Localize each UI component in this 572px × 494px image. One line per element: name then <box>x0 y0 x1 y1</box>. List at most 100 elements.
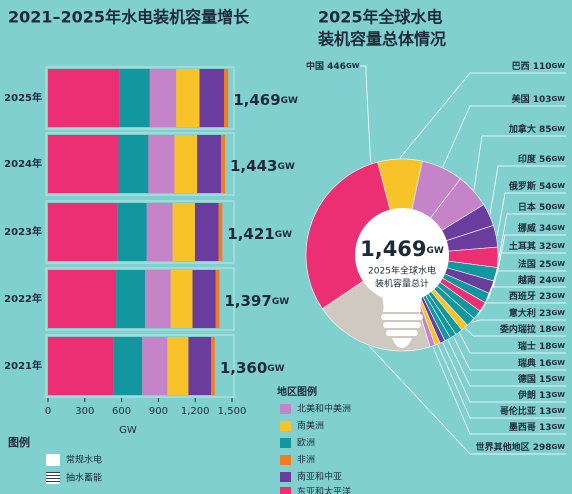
bar-segment <box>48 270 117 328</box>
leader-line <box>459 332 566 354</box>
country-value: 23 <box>539 309 552 319</box>
country-unit: GW <box>552 375 566 383</box>
total-unit: GW <box>267 364 284 374</box>
bar-segment <box>170 270 193 328</box>
bar-segment <box>176 69 200 127</box>
bar-segment <box>192 270 216 328</box>
legend-swatch <box>280 455 291 465</box>
bulb-base <box>386 330 418 336</box>
country-value: 34 <box>539 224 552 234</box>
leader-line <box>360 65 371 163</box>
country-unit: GW <box>346 62 360 70</box>
bulb-tip <box>392 338 412 348</box>
legend-label: 北美和中美洲 <box>297 403 351 415</box>
country-label: 伊朗 13GW <box>517 389 565 401</box>
bar-segment <box>224 69 229 127</box>
bar-segment <box>197 135 222 193</box>
country-unit: GW <box>552 224 566 232</box>
bar-frame <box>45 132 235 196</box>
x-tick-label: 900 <box>149 406 168 417</box>
country-label: 瑞典 16GW <box>518 357 565 369</box>
country-name: 墨西哥 <box>509 422 536 433</box>
country-name: 俄罗斯 <box>508 180 536 192</box>
country-value: 24 <box>539 276 552 286</box>
left-title: 2021–2025年水电装机容量增长 <box>8 8 250 27</box>
total-value: 1,360 <box>220 359 267 377</box>
bar-segment <box>149 69 177 127</box>
bar-frame <box>45 267 235 331</box>
bar-segment <box>142 337 168 395</box>
country-label: 土耳其 32GW <box>509 240 565 252</box>
pie-slice <box>305 161 403 310</box>
bar-segment <box>199 69 225 127</box>
country-value: 54 <box>539 182 552 192</box>
year-label: 2022年 <box>4 292 42 305</box>
legend-label: 东亚和太平洋 <box>297 486 351 494</box>
country-unit: GW <box>552 407 566 415</box>
region-legend-title: 地区图例 <box>277 385 317 398</box>
total-unit: GW <box>277 162 294 172</box>
legend-label: 南亚和中亚 <box>297 471 342 483</box>
legend-label: 南美洲 <box>297 420 324 432</box>
country-unit: GW <box>552 203 566 211</box>
bar-segment <box>145 270 171 328</box>
country-unit: GW <box>552 443 566 451</box>
bar-segment <box>117 203 147 261</box>
bar-frame <box>45 334 235 398</box>
legend-label: 非洲 <box>297 454 315 466</box>
country-value: 32 <box>539 242 552 252</box>
x-axis-label: GW <box>119 425 137 436</box>
country-value: 298 <box>533 443 552 453</box>
country-value: 446 <box>327 62 346 72</box>
country-unit: GW <box>552 359 566 367</box>
country-value: 16 <box>539 359 552 369</box>
bulb-neck <box>378 290 426 312</box>
right-title-line1: 2025年全球水电 <box>318 8 443 27</box>
total-unit: GW <box>272 297 289 307</box>
bar-segment <box>188 337 212 395</box>
country-name: 巴西 <box>512 61 530 72</box>
total-value: 1,443 <box>230 157 277 175</box>
country-label: 俄罗斯 54GW <box>508 180 565 192</box>
country-name: 越南 <box>517 274 536 286</box>
leader-line <box>442 342 566 403</box>
total-value: 1,469 <box>233 91 280 109</box>
country-label: 法国 25GW <box>518 258 565 270</box>
bar-segment <box>221 135 226 193</box>
country-label: 西班牙 23GW <box>509 290 565 302</box>
legend-swatch <box>280 472 291 482</box>
country-unit: GW <box>552 95 566 103</box>
leader-line <box>453 336 566 371</box>
country-name: 瑞士 <box>518 340 536 352</box>
center-text: 2025年全球水电 <box>368 265 436 277</box>
country-name: 瑞典 <box>518 357 536 369</box>
country-label: 世界其他地区 298GW <box>476 441 566 453</box>
total-label: 1,443GW <box>230 157 295 175</box>
total-label: 1,360GW <box>220 359 285 377</box>
country-label: 意大利 23GW <box>509 307 565 319</box>
country-label: 委内瑞拉 18GW <box>499 323 565 335</box>
leader-line <box>432 346 566 435</box>
country-name: 法国 <box>518 258 536 270</box>
center-text: 装机容量总计 <box>375 278 429 290</box>
country-name: 伊朗 <box>517 389 536 401</box>
country-value: 18 <box>539 342 552 352</box>
country-unit: GW <box>552 155 566 163</box>
bar-segment <box>116 270 146 328</box>
bar-segment <box>48 337 114 395</box>
total-unit: GW <box>281 96 298 106</box>
bar-segment <box>172 203 195 261</box>
country-value: 15 <box>539 375 552 385</box>
bar-segment <box>215 270 220 328</box>
country-unit: GW <box>552 325 566 333</box>
center-value: 1,469 <box>360 237 426 261</box>
country-unit: GW <box>552 62 566 70</box>
bar-segment <box>48 69 120 127</box>
leader-line <box>447 340 566 387</box>
bulb-base <box>381 314 423 320</box>
country-name: 土耳其 <box>509 240 536 252</box>
type-legend-title: 图例 <box>8 435 30 449</box>
country-label: 墨西哥 13GW <box>509 422 565 433</box>
x-tick-label: 600 <box>112 406 131 417</box>
